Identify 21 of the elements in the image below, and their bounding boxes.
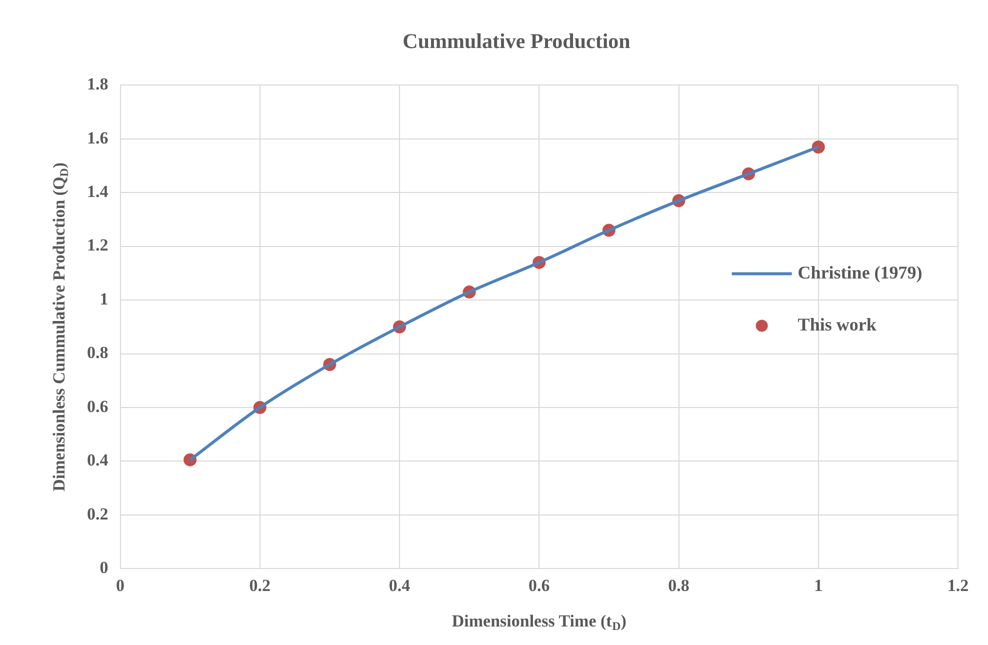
y-axis-title: Dimensionless Cummulative Production (QD) [49,162,72,492]
chart-title: Cummulative Production [402,29,631,54]
x-tick-label: 0 [116,576,124,596]
y-tick-label: 0.4 [87,450,109,470]
legend-label: This work [798,314,876,334]
y-tick-label: 1.4 [87,182,109,202]
y-tick-label: 0.6 [87,396,108,416]
y-tick-label: 1.8 [87,74,108,94]
x-tick-label: 1.2 [947,576,969,596]
y-tick-label: 0.8 [87,343,108,362]
y-tick-label: 0 [100,558,108,577]
x-tick-label: 0.4 [388,576,411,596]
y-tick-label: 1 [100,289,108,308]
x-tick-label: 0.6 [528,576,550,596]
legend-label: Christine (1979) [798,262,922,282]
x-tick-label: 0.2 [249,576,270,596]
x-tick-label: 1 [814,576,823,596]
x-tick-label: 0.8 [668,576,690,596]
y-tick-label: 0.2 [87,504,108,524]
y-tick-label: 1.2 [87,236,108,255]
y-tick-label: 1.6 [87,128,108,148]
